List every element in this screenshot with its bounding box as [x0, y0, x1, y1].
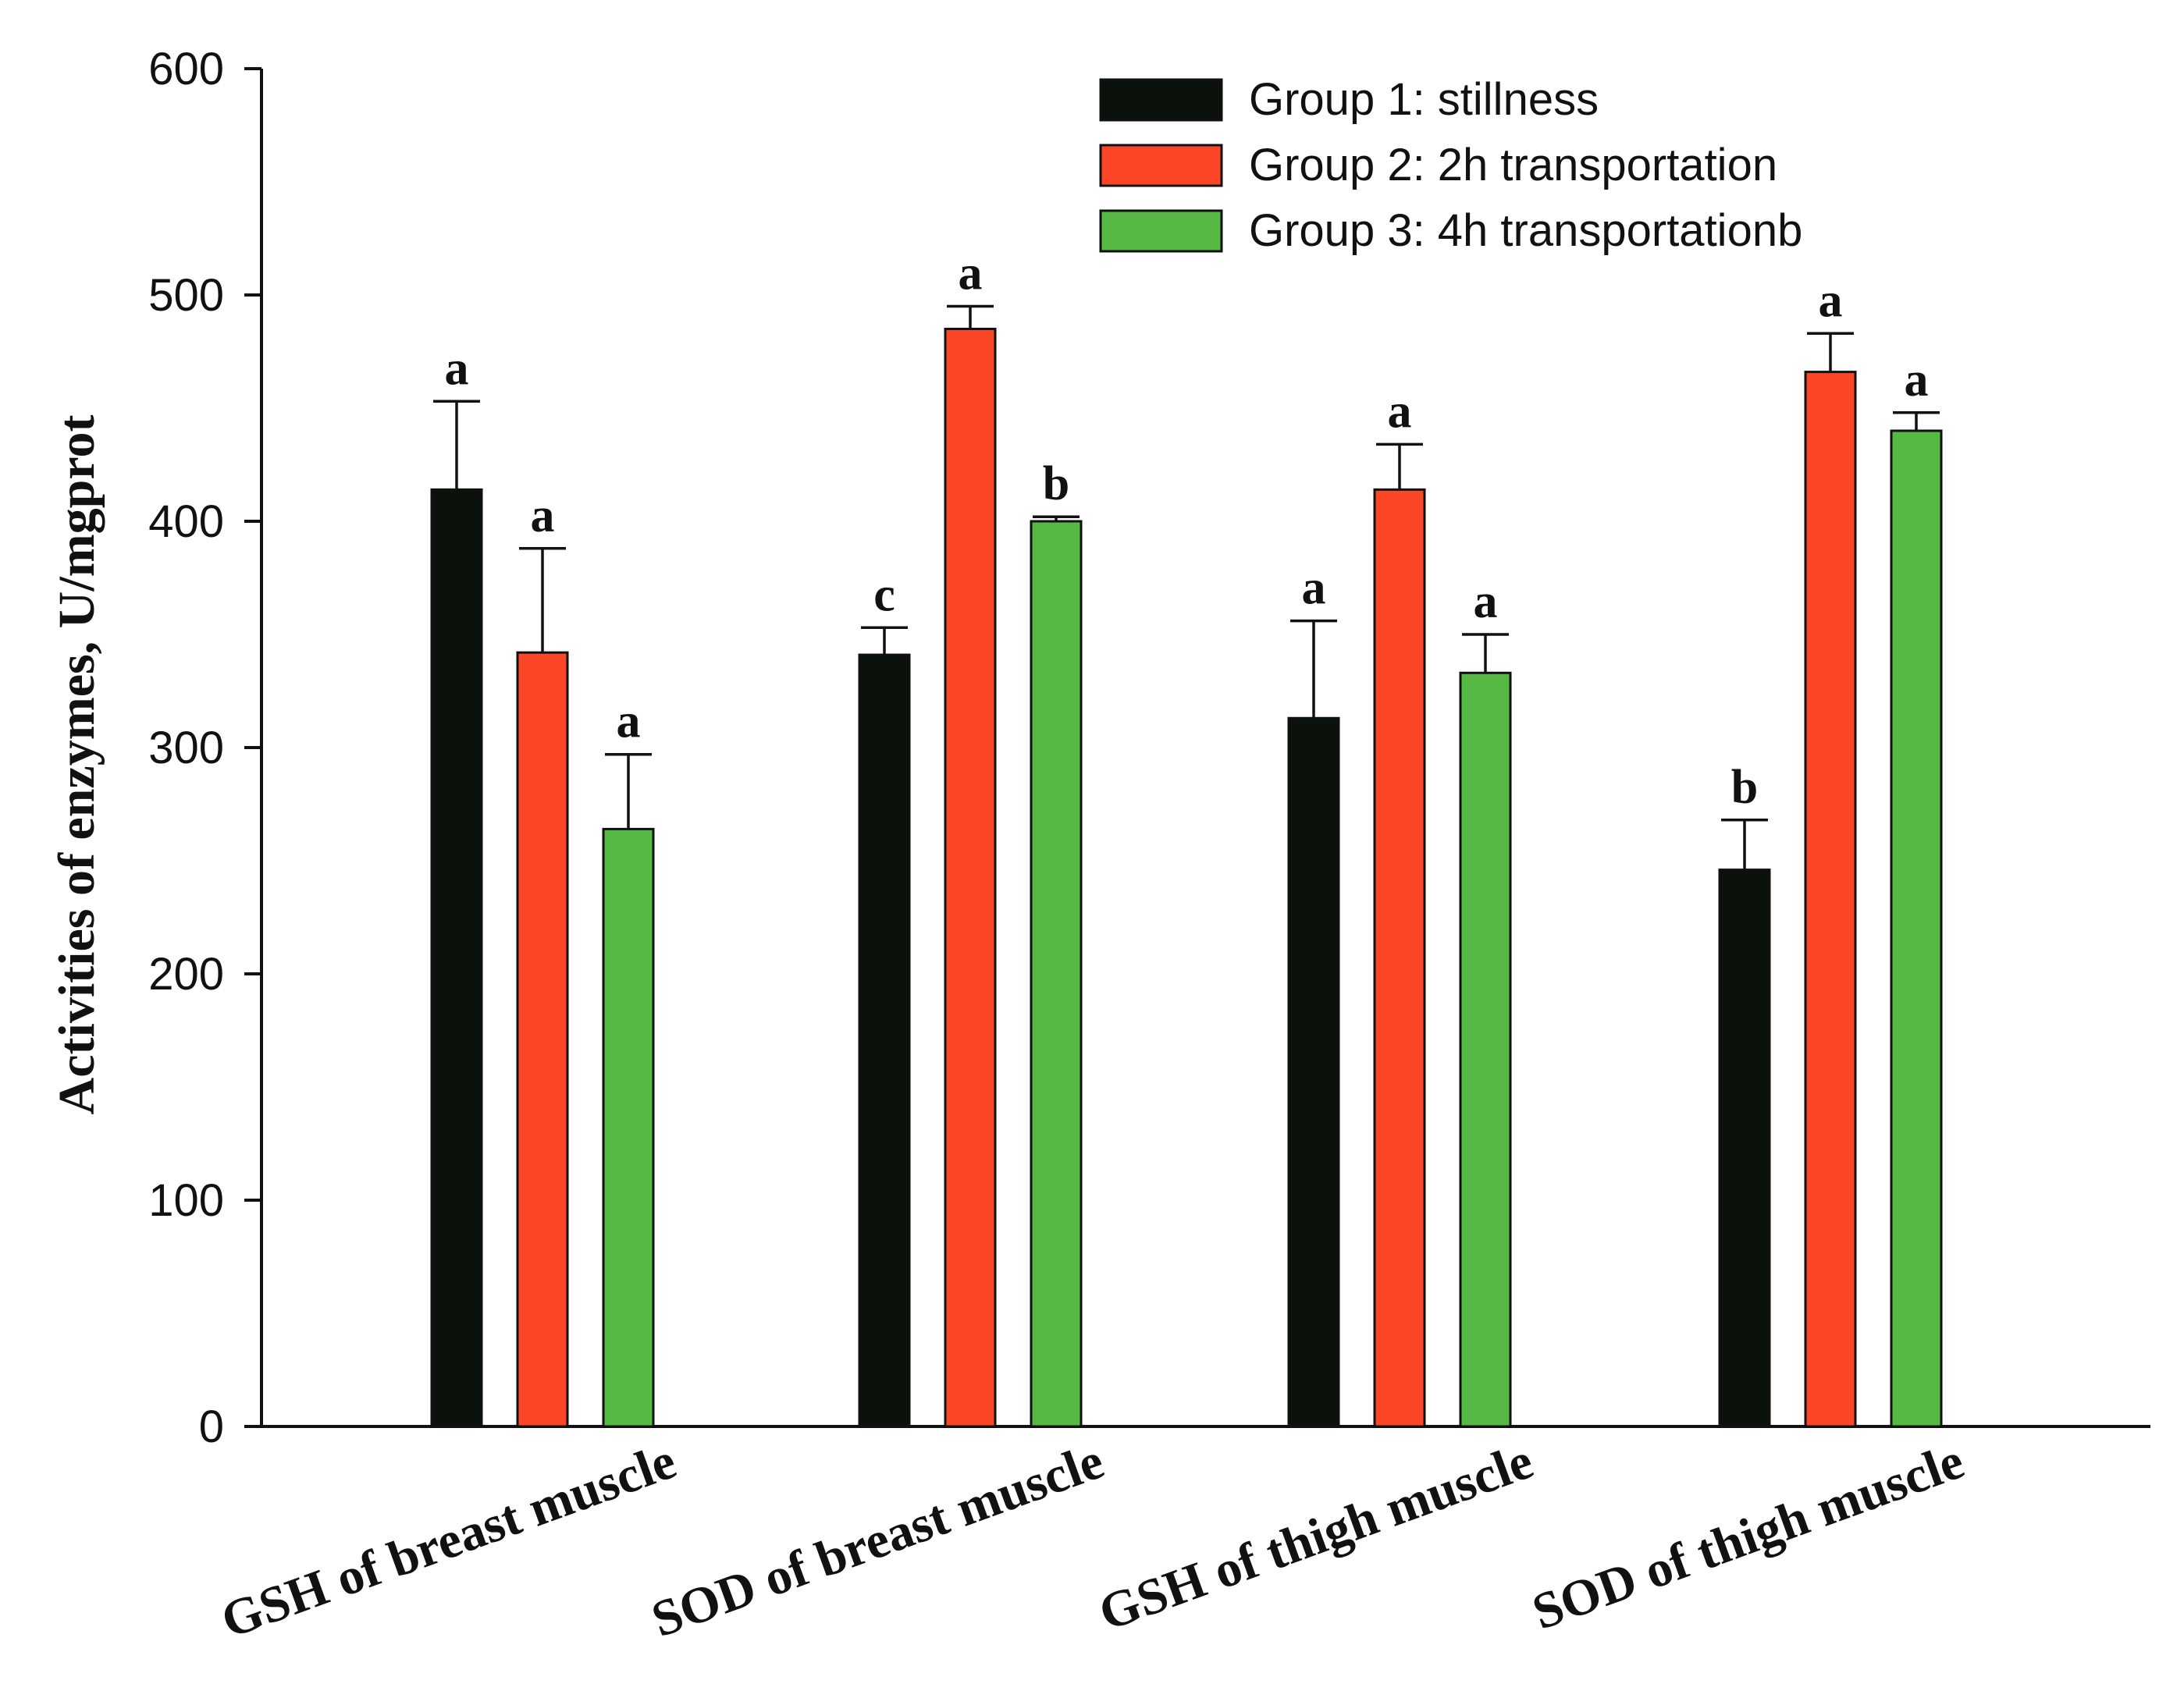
significance-label: a [1388, 385, 1412, 438]
y-axis-label: Activities of enzymes, U/mgprot [48, 415, 105, 1115]
significance-label: a [445, 342, 469, 395]
legend-swatch [1099, 144, 1223, 187]
legend-swatch [1099, 209, 1223, 253]
significance-label: a [1819, 274, 1843, 327]
bar [1030, 520, 1083, 1428]
y-tick-label: 0 [199, 1401, 224, 1452]
bar [1718, 869, 1771, 1428]
legend-label: Group 3: 4h transportationb [1249, 205, 1802, 256]
significance-label: a [531, 489, 555, 542]
bar [1459, 671, 1512, 1428]
y-tick-label: 500 [148, 270, 224, 321]
significance-label: c [873, 568, 895, 621]
bar [1287, 716, 1340, 1428]
bar [430, 488, 483, 1428]
significance-label: a [617, 695, 641, 748]
y-tick-label: 400 [148, 496, 224, 547]
significance-label: a [1302, 562, 1326, 615]
significance-label: a [1474, 575, 1498, 628]
bar [1890, 429, 1943, 1428]
bar [516, 651, 569, 1428]
legend-label: Group 1: stillness [1249, 74, 1599, 125]
y-tick-label: 200 [148, 949, 224, 1000]
significance-label: a [959, 247, 983, 300]
y-tick-label: 100 [148, 1175, 224, 1226]
legend-label: Group 2: 2h transportation [1249, 140, 1777, 190]
legend-swatch [1099, 78, 1223, 122]
category-label: GSH of breast muscle [214, 1432, 683, 1649]
bar [858, 653, 911, 1428]
bar [944, 328, 997, 1428]
bar [1804, 371, 1857, 1428]
category-label: SOD of breast muscle [645, 1432, 1111, 1648]
y-ticks: 0 100 200 300 400 500 600 [148, 44, 261, 1452]
bar [1373, 488, 1426, 1428]
significance-label: b [1731, 761, 1758, 814]
significance-label: a [1905, 353, 1929, 407]
bar [602, 827, 655, 1428]
significance-label: b [1043, 457, 1069, 510]
bars: a a a c a b a a a b a a [430, 247, 1943, 1428]
y-tick-label: 300 [148, 723, 224, 773]
category-label: GSH of thigh muscle [1092, 1432, 1541, 1642]
legend: Group 1: stillness Group 2: 2h transporta… [1099, 74, 1802, 256]
category-label: SOD of thigh muscle [1525, 1432, 1971, 1640]
y-tick-label: 600 [148, 44, 224, 94]
